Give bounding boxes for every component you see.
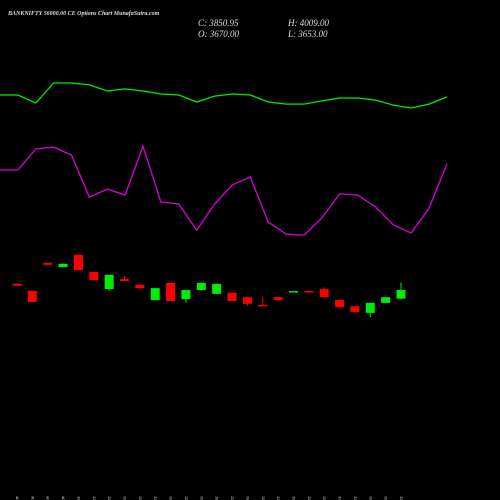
candle-body <box>304 291 314 293</box>
x-tick-label: 23 Dec <box>323 495 328 500</box>
candle-body <box>73 254 83 271</box>
candle-body <box>242 297 252 304</box>
x-tick-label: 03 Dec <box>108 495 113 500</box>
candle-body <box>166 282 176 301</box>
open-text: O: 3670.00 <box>198 29 239 39</box>
candle-body <box>350 306 360 312</box>
candle-body <box>365 302 375 313</box>
x-tick-label: 29 Dec <box>369 495 374 500</box>
candle-body <box>381 297 391 303</box>
x-tick-label: 24 Nov <box>16 495 21 500</box>
candle-body <box>335 300 345 308</box>
x-tick-label: 02 Dec <box>92 495 97 500</box>
x-tick-label: 25 Nov <box>31 495 36 500</box>
candle-body <box>104 274 114 290</box>
x-tick-label: 19 Dec <box>292 495 297 500</box>
candle-body <box>120 279 130 281</box>
x-tick-label: 12 Dec <box>215 495 220 500</box>
low-text: L: 3653.00 <box>287 29 328 39</box>
x-tick-label: 28 Nov <box>62 495 67 500</box>
x-tick-label: 01 Dec <box>77 495 82 500</box>
x-tick-label: 31 Dec <box>400 495 405 500</box>
candle-body <box>150 288 160 301</box>
indicator-line <box>0 144 448 236</box>
x-tick-label: 10 Dec <box>185 495 190 500</box>
candle-body <box>212 283 222 294</box>
x-tick-label: 08 Dec <box>154 495 159 500</box>
indicator-line <box>0 82 448 109</box>
candle-body <box>58 263 68 268</box>
candle-body <box>135 284 145 289</box>
x-tick-label: 24 Dec <box>338 495 343 500</box>
candle-body <box>319 289 329 298</box>
x-tick-label: 15 Dec <box>231 495 236 500</box>
x-tick-label: 17 Dec <box>261 495 266 500</box>
candle-body <box>227 292 237 301</box>
x-tick-label: 30 Dec <box>384 495 389 500</box>
candle-body <box>258 304 268 307</box>
close-text: C: 3850.95 <box>198 18 239 28</box>
x-tick-label: 16 Dec <box>246 495 251 500</box>
candle-body <box>288 291 298 293</box>
candle-body <box>273 297 283 301</box>
x-tick-label: 04 Dec <box>123 495 128 500</box>
x-tick-label: 27 Nov <box>46 495 51 500</box>
candle-body <box>181 290 191 300</box>
x-tick-label: 05 Dec <box>138 495 143 500</box>
candle-body <box>27 291 37 302</box>
x-tick-label: 22 Dec <box>307 495 312 500</box>
x-tick-label: 26 Dec <box>353 495 358 500</box>
x-tick-label: 18 Dec <box>277 495 282 500</box>
high-text: H: 4009.00 <box>287 18 329 28</box>
candle-body <box>89 271 99 281</box>
x-tick-label: 09 Dec <box>169 495 174 500</box>
x-tick-label: 11 Dec <box>200 495 205 500</box>
candle-body <box>196 282 206 291</box>
chart-title: BANKNIFTY 56000.00 CE Options Chart Muna… <box>7 11 160 17</box>
candle-body <box>43 262 53 265</box>
candle-body <box>396 290 406 299</box>
candle-body <box>12 283 22 286</box>
